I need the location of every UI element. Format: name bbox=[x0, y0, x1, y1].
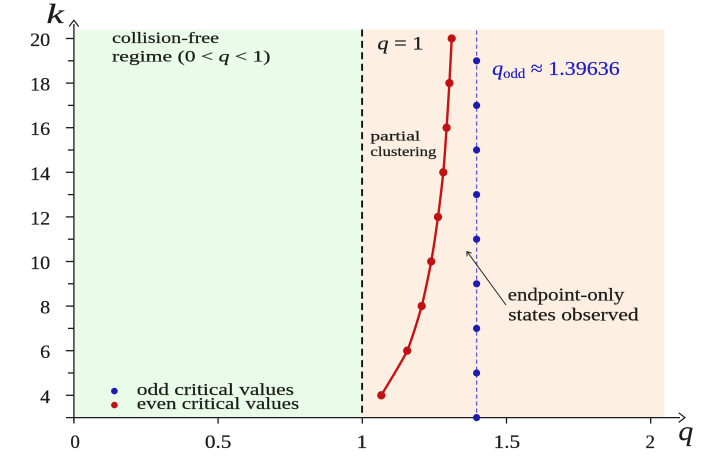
svg-text:k: k bbox=[46, 0, 65, 29]
svg-text:4: 4 bbox=[40, 387, 50, 407]
svg-text:qodd ≈ 1.39636: qodd ≈ 1.39636 bbox=[492, 57, 620, 82]
svg-text:1: 1 bbox=[357, 432, 368, 452]
svg-text:states observed: states observed bbox=[508, 305, 639, 325]
svg-text:clustering: clustering bbox=[370, 144, 436, 159]
svg-text:q = 1: q = 1 bbox=[377, 34, 423, 54]
svg-text:10: 10 bbox=[30, 253, 50, 273]
svg-text:even critical values: even critical values bbox=[137, 395, 299, 414]
svg-text:odd critical values: odd critical values bbox=[137, 381, 294, 399]
svg-text:2: 2 bbox=[646, 432, 656, 453]
svg-text:q: q bbox=[678, 417, 693, 446]
svg-text:0.5: 0.5 bbox=[205, 432, 232, 453]
svg-text:0: 0 bbox=[70, 432, 80, 453]
svg-text:6: 6 bbox=[40, 343, 50, 363]
svg-text:12: 12 bbox=[30, 209, 50, 229]
svg-text:8: 8 bbox=[40, 298, 50, 318]
svg-text:20: 20 bbox=[30, 30, 50, 50]
svg-text:16: 16 bbox=[30, 120, 50, 140]
svg-text:partial: partial bbox=[370, 129, 420, 144]
svg-text:endpoint-only: endpoint-only bbox=[508, 286, 625, 305]
svg-text:18: 18 bbox=[30, 75, 50, 95]
svg-text:collision-free: collision-free bbox=[112, 29, 219, 47]
svg-text:14: 14 bbox=[30, 164, 50, 184]
svg-text:regime (0 < q < 1): regime (0 < q < 1) bbox=[112, 48, 270, 66]
svg-text:1.5: 1.5 bbox=[494, 432, 521, 453]
